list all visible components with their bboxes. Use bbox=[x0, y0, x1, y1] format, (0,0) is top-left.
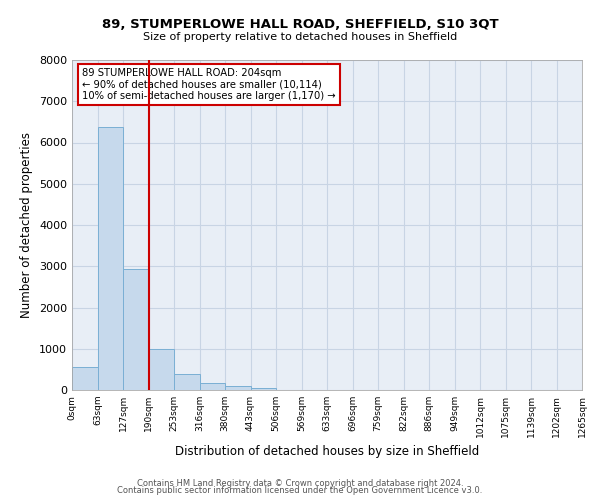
Text: 89 STUMPERLOWE HALL ROAD: 204sqm
← 90% of detached houses are smaller (10,114)
1: 89 STUMPERLOWE HALL ROAD: 204sqm ← 90% o… bbox=[82, 68, 336, 102]
Y-axis label: Number of detached properties: Number of detached properties bbox=[20, 132, 34, 318]
Bar bbox=[149, 349, 174, 390]
Text: 89, STUMPERLOWE HALL ROAD, SHEFFIELD, S10 3QT: 89, STUMPERLOWE HALL ROAD, SHEFFIELD, S1… bbox=[101, 18, 499, 30]
Bar bbox=[174, 374, 199, 390]
Text: Size of property relative to detached houses in Sheffield: Size of property relative to detached ho… bbox=[143, 32, 457, 42]
Bar bbox=[199, 383, 225, 390]
Bar bbox=[72, 367, 97, 390]
Bar bbox=[251, 388, 276, 390]
Text: Contains HM Land Registry data © Crown copyright and database right 2024.: Contains HM Land Registry data © Crown c… bbox=[137, 478, 463, 488]
Bar bbox=[97, 127, 123, 390]
X-axis label: Distribution of detached houses by size in Sheffield: Distribution of detached houses by size … bbox=[175, 446, 479, 458]
Bar bbox=[225, 386, 251, 390]
Text: Contains public sector information licensed under the Open Government Licence v3: Contains public sector information licen… bbox=[118, 486, 482, 495]
Bar bbox=[123, 268, 149, 390]
